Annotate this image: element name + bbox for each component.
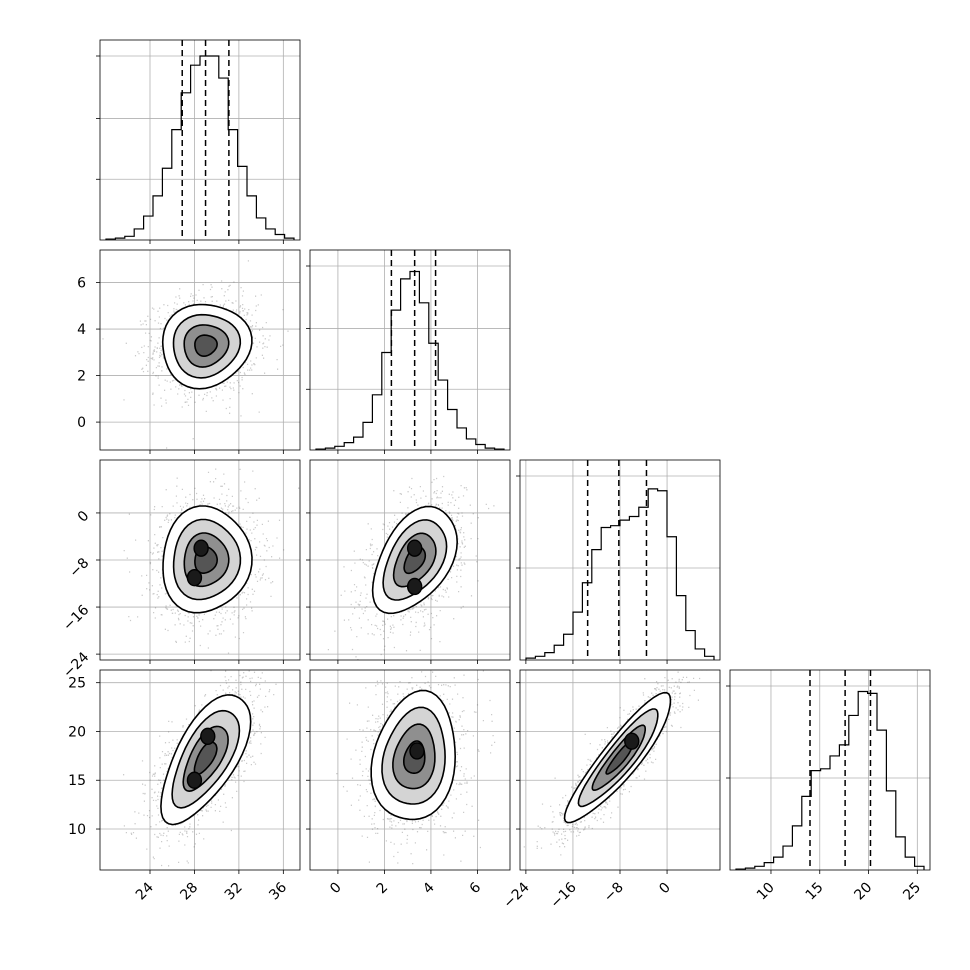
panel-frame (99, 669, 301, 871)
panel-frame (99, 39, 301, 241)
panel-frame (519, 669, 721, 871)
y-tick-label: 20 (68, 724, 86, 740)
panel-bg (730, 670, 930, 870)
scatter-panel-1-0 (96, 249, 301, 454)
panel-frame (309, 669, 511, 871)
y-tick-label: 4 (77, 322, 86, 338)
histogram-0 (105, 55, 295, 240)
x-tick-label: −16 (548, 879, 580, 911)
contour-4 (194, 334, 218, 358)
y-tick-label: −16 (60, 602, 92, 634)
x-tick-label: 24 (133, 879, 157, 903)
y-tick-label: 0 (75, 508, 93, 526)
x-tick-label: 0 (656, 880, 674, 898)
x-tick-label: 4 (420, 879, 438, 897)
hist-panel-3 (726, 669, 931, 874)
panel-frame (309, 459, 511, 661)
y-tick-label: 0 (77, 415, 86, 431)
panel-bg (310, 250, 510, 450)
scatter-content (523, 670, 708, 856)
x-tick-label: 6 (467, 879, 485, 897)
y-tick-label: 25 (68, 676, 86, 692)
density-peak (406, 577, 423, 596)
scatter-panel-2-1 (306, 459, 511, 664)
x-tick-label: 36 (266, 879, 290, 903)
panel-frame (99, 459, 301, 661)
density-peak (624, 732, 640, 750)
density-peak (186, 568, 203, 587)
y-tick-label: 15 (68, 773, 86, 789)
x-tick-label: 32 (222, 880, 246, 904)
histogram-2 (525, 488, 715, 660)
hist-panel-1 (306, 249, 511, 454)
scatter-panel-3-0 (96, 669, 301, 874)
panel-frame (309, 249, 511, 451)
density-peak (406, 539, 423, 557)
x-tick-label: 28 (177, 880, 201, 904)
x-tick-label: −24 (501, 879, 533, 911)
x-tick-label: 2 (374, 880, 392, 898)
scatter-content (123, 468, 300, 654)
hist-panel-0 (96, 39, 301, 244)
x-tick-label: 20 (851, 880, 875, 904)
scatter-content (336, 670, 496, 865)
x-tick-label: 15 (803, 880, 827, 904)
histogram-3 (735, 690, 925, 870)
scatter-panel-3-1 (306, 669, 511, 874)
x-tick-label: −8 (601, 880, 627, 906)
y-tick-label: 6 (77, 276, 86, 292)
x-tick-label: 0 (327, 880, 345, 898)
scatter-content (102, 260, 289, 449)
scatter-content (327, 475, 495, 660)
density-peak (193, 539, 209, 557)
density-peak (186, 771, 203, 789)
density-peak (200, 727, 216, 746)
hist-panel-2 (516, 459, 721, 664)
scatter-content (123, 670, 280, 867)
x-tick-label: 25 (900, 880, 924, 904)
histogram-1 (315, 270, 505, 450)
panel-bg (100, 40, 300, 240)
y-tick-label: −8 (66, 555, 92, 581)
x-tick-label: 10 (754, 880, 778, 904)
panel-frame (729, 669, 931, 871)
panel-frame (519, 459, 721, 661)
panel-frame (99, 249, 301, 451)
scatter-panel-3-2 (516, 669, 721, 874)
scatter-panel-2-0 (96, 459, 301, 664)
density-peak (409, 742, 425, 760)
y-tick-label: 10 (68, 822, 86, 838)
y-tick-label: 2 (77, 369, 86, 385)
